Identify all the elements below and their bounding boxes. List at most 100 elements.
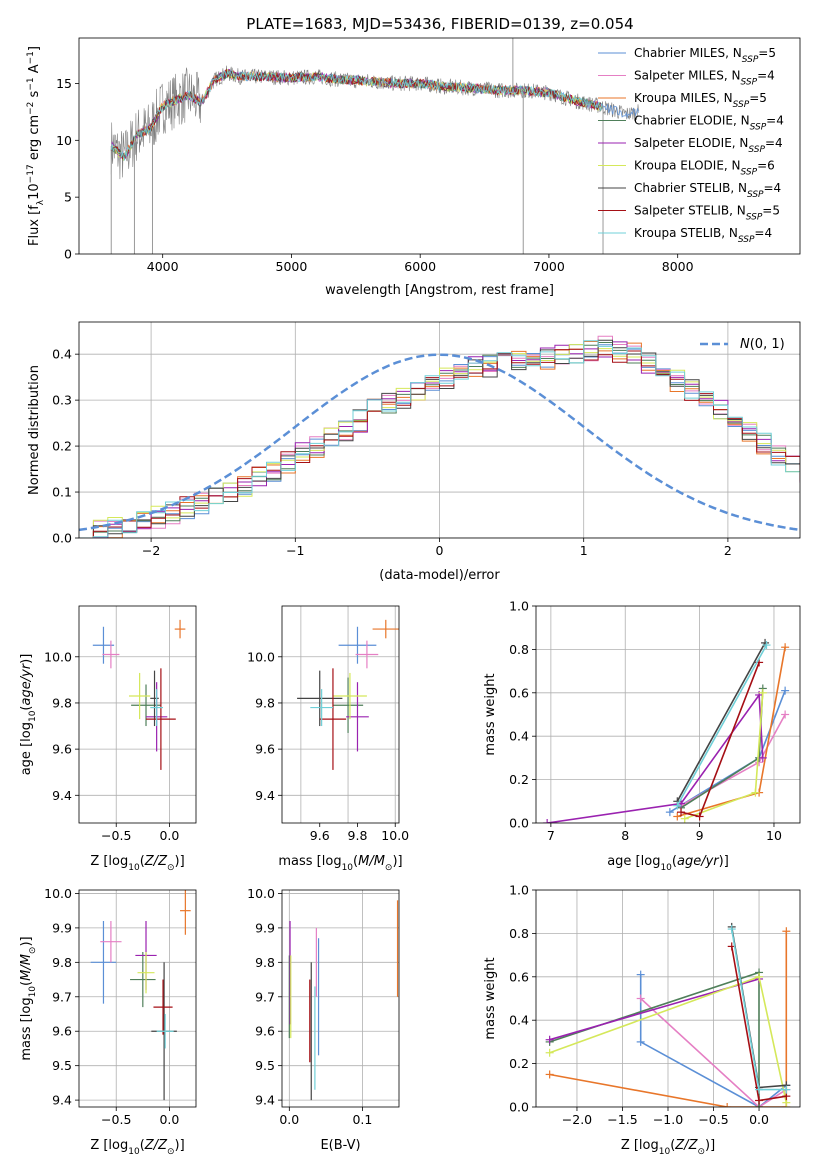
y-tick-label: 0.2 [509, 772, 529, 787]
y-tick-label: 0.1 [52, 485, 72, 500]
legend-entry: Chabrier STELIB, NSSP=4 [634, 181, 781, 200]
errorbar-kroupa-stelib [150, 689, 164, 727]
x-axis-label: Z [log10(Z/Z⊙)] [90, 854, 184, 873]
series-line [549, 971, 760, 1107]
y-axis-label: Flux [fλ10−17 erg cm−2 s−1 A−1] [26, 46, 46, 246]
series-kroupa-stelib [673, 641, 771, 810]
series-line [680, 662, 760, 818]
series-salpeter-elodie [543, 690, 767, 823]
x-tick-label: 0.0 [159, 828, 179, 843]
x-axis-label: (data-model)/error [379, 568, 500, 583]
data-point [755, 972, 764, 981]
errorbar-kroupa-stelib [310, 689, 333, 727]
series-line [547, 692, 764, 823]
errorbar-kroupa-elodie [332, 672, 367, 720]
histogram-chabrier-stelib [79, 339, 800, 538]
axes-frame [78, 37, 801, 255]
x-tick-label: −2 [142, 543, 160, 558]
errorbar-kroupa-miles [372, 619, 399, 639]
x-axis-label: E(B-V) [320, 1138, 360, 1153]
data-point [545, 1070, 554, 1079]
x-tick-label: 9.6 [310, 828, 330, 843]
x-tick-label: 0.0 [749, 1112, 769, 1127]
data-point [665, 808, 674, 817]
y-tick-label: 9.9 [52, 920, 72, 935]
normal-curve [79, 353, 800, 532]
y-axis-label: age [log10(age/yr)] [19, 654, 38, 776]
legend: N(0, 1) [700, 337, 785, 352]
data-point [781, 643, 790, 652]
data-point [727, 925, 736, 934]
data-point [755, 1085, 764, 1094]
y-tick-label: 0.4 [509, 729, 529, 744]
y-tick-label: 0.4 [52, 347, 72, 362]
legend-entry: Kroupa MILES, NSSP=5 [634, 91, 767, 110]
y-tick-label: 0 [64, 247, 72, 262]
errorbar-salpeter-stelib [319, 668, 347, 770]
plot-area [536, 890, 800, 1107]
panel-age-vs-Z: −0.5 0.0 9.4 9.6 9.8 10.0 Z [log10(Z/Z⊙)] age [… [19, 605, 197, 873]
errorbar-kroupa-elodie [137, 952, 155, 994]
data-point [545, 1035, 554, 1044]
x-tick-label: −2.0 [562, 1112, 592, 1127]
errorbar-kroupa-miles [180, 890, 191, 935]
x-tick-label: −0.5 [101, 1112, 131, 1127]
series-salpeter-stelib [727, 942, 791, 1105]
y-tick-label: 1.0 [509, 883, 529, 898]
x-tick-label: 0 [436, 543, 444, 558]
y-tick-label: 0.2 [509, 1056, 529, 1071]
plot-area [282, 606, 399, 823]
data-point [781, 686, 790, 695]
y-tick-label: 9.7 [255, 989, 275, 1004]
legend-entry: Chabrier ELODIE, NSSP=4 [634, 114, 784, 133]
y-tick-label: 0.0 [509, 1100, 529, 1115]
x-tick-label: 4000 [147, 259, 179, 274]
y-tick-label: 9.8 [52, 955, 72, 970]
x-axis-label: age [log10(age/yr)] [607, 854, 729, 873]
data-point [751, 788, 760, 797]
model-fit-kroupa-stelib [110, 70, 603, 161]
legend-entry: Kroupa STELIB, NSSP=4 [634, 226, 772, 245]
plot-area [79, 322, 800, 538]
histogram-kroupa-stelib [79, 340, 800, 538]
plot-area [282, 890, 399, 1107]
errorbar-chabrier-elodie [130, 952, 156, 1008]
x-tick-label: 5000 [276, 259, 308, 274]
legend-entry: Chabrier MILES, NSSP=5 [634, 46, 776, 65]
series-kroupa-elodie [680, 688, 767, 823]
y-tick-label: 0.0 [509, 816, 529, 831]
series-line [549, 931, 788, 1107]
data-point [677, 808, 686, 817]
plot-area [79, 606, 196, 823]
errorbar-chabrier-elodie [332, 677, 364, 733]
y-tick-label: 9.5 [255, 1058, 275, 1073]
legend-entry: Salpeter ELODIE, NSSP=4 [634, 136, 783, 155]
legend: Chabrier MILES, NSSP=5 Salpeter MILES, NS… [598, 46, 784, 245]
data-point [636, 994, 645, 1003]
x-axis-label: Z [log10(Z/Z⊙)] [90, 1138, 184, 1157]
y-tick-label: 9.4 [52, 788, 72, 803]
data-point [762, 641, 771, 650]
x-tick-label: −1.0 [653, 1112, 683, 1127]
data-point [673, 812, 682, 821]
y-tick-label: 1.0 [509, 599, 529, 614]
data-point [673, 801, 682, 810]
data-point [695, 812, 704, 821]
x-tick-label: 7000 [533, 259, 565, 274]
legend-entry: N(0, 1) [740, 337, 785, 352]
series-chabrier-elodie [545, 968, 764, 1107]
series-kroupa-stelib [727, 925, 791, 1094]
plot-area [110, 38, 640, 254]
legend-entry: Salpeter STELIB, NSSP=5 [634, 204, 780, 223]
histogram-salpeter-elodie [79, 341, 800, 538]
data-point [761, 638, 770, 647]
errorbar-kroupa-elodie [128, 672, 151, 720]
y-tick-label: 9.7 [52, 989, 72, 1004]
series-salpeter-elodie [545, 974, 764, 1044]
figure-title: PLATE=1683, MJD=53436, FIBERID=0139, z=0… [246, 15, 633, 33]
x-tick-label: 10 [766, 828, 782, 843]
plot-area [79, 890, 196, 1107]
y-tick-label: 10.0 [44, 649, 72, 664]
data-point [680, 814, 689, 823]
